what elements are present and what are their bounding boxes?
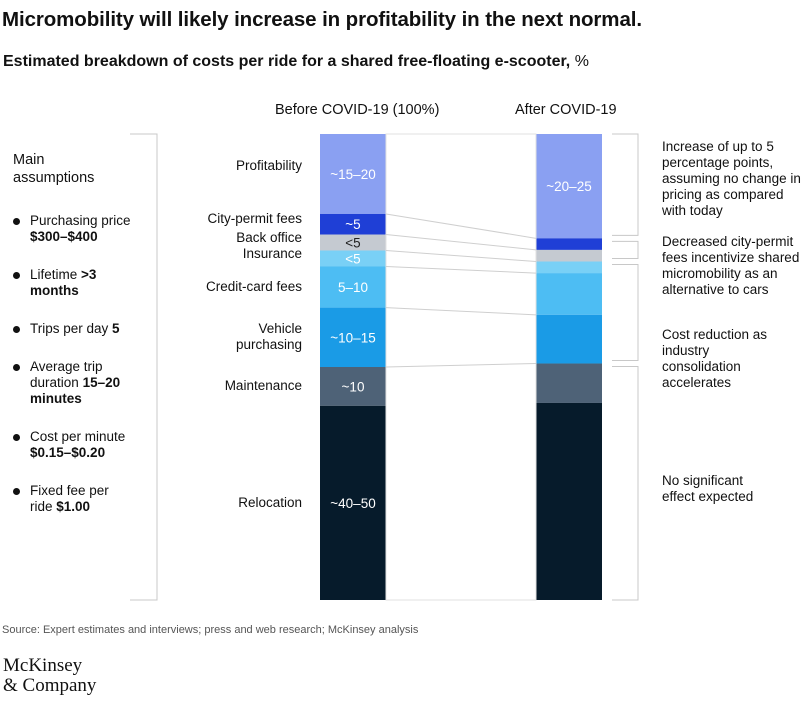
connector-line (385, 213, 537, 239)
data-label-profitability-before: ~15–20 (330, 167, 375, 182)
annotation-text: No significant effect expected (662, 473, 754, 504)
bar-segment-city-permit-fees-after (536, 238, 602, 250)
assumption-item: Lifetime >3 months (13, 267, 110, 299)
logo-line-2: & Company (3, 675, 97, 696)
series-label-relocation: Relocation (238, 494, 302, 510)
bar-segment-relocation-after (536, 402, 602, 600)
assumption-value: $1.00 (56, 499, 91, 514)
bullet-icon (13, 488, 20, 495)
chart-subtitle: Estimated breakdown of costs per ride fo… (3, 53, 589, 71)
connector-line (385, 307, 537, 316)
series-label-insurance: Insurance (242, 246, 302, 261)
assumption-label: Purchasing price (30, 213, 131, 228)
assumption-label: Average trip duration (30, 359, 103, 390)
data-label-vehicle-purchasing-before: ~10–15 (330, 330, 375, 345)
series-label-profitability: Profitability (235, 158, 302, 173)
bar-segment-vehicle-purchasing-before (320, 307, 386, 367)
data-label-back-office-before: <5 (345, 236, 360, 251)
mckinsey-logo: McKinsey & Company (3, 656, 96, 696)
assumption-item: Cost per minute $0.15–$0.20 (13, 429, 148, 461)
bar-segment-relocation-before (320, 405, 386, 600)
assumption-value: $0.15–$0.20 (30, 445, 106, 460)
annotation-text: Decreased city-permit fees incentivize s… (662, 234, 800, 297)
assumptions-title: Main assumptions (13, 152, 95, 186)
column-header-after: After COVID-19 (515, 102, 617, 118)
assumption-label: Lifetime (30, 267, 78, 282)
series-label-credit-card-fees: Credit-card fees (205, 279, 302, 295)
connector-line (385, 250, 537, 263)
bar-segment-credit-card-fees-before (320, 266, 386, 308)
annotation-text: Increase of up to 5 percentage points, a… (662, 139, 801, 218)
series-label-vehicle-purchasing: Vehicle purchasing (235, 321, 302, 353)
connector-line (385, 363, 537, 368)
bullet-icon (13, 434, 20, 441)
bar-segment-back-office-after (536, 249, 602, 262)
assumption-label: Cost per minute (30, 429, 126, 444)
subtitle-text: Estimated breakdown of costs per ride fo… (3, 53, 571, 70)
data-label-profitability-after: ~20–25 (546, 179, 591, 194)
bar-segment-vehicle-purchasing-after (536, 314, 602, 364)
source-note: Source: Expert estimates and interviews;… (2, 624, 419, 636)
bar-segment-insurance-after (536, 261, 602, 274)
assumption-value: 15–20 minutes (30, 375, 121, 406)
bar-segment-maintenance-before (320, 367, 386, 406)
annotation-bracket (612, 133, 639, 236)
assumption-item: Trips per day 5 (13, 321, 148, 337)
annotation-text: Cost reduction as industry consolidation… (662, 327, 768, 390)
assumption-item: Fixed fee per ride $1.00 (13, 483, 125, 515)
bar-segment-credit-card-fees-after (536, 273, 602, 315)
bar-segment-maintenance-after (536, 363, 602, 403)
bar-segment-profitability-after (536, 134, 602, 239)
data-label-credit-card-fees-before: 5–10 (338, 280, 368, 295)
series-label-back-office: Back office (236, 230, 302, 245)
logo-line-1: McKinsey (3, 655, 83, 676)
bar-segment-back-office-before (320, 234, 386, 251)
bar-segment-profitability-before (320, 134, 386, 214)
assumptions-bracket (130, 133, 158, 601)
bullet-icon (13, 218, 20, 225)
connector-line (385, 265, 537, 274)
assumption-label: Fixed fee per ride (30, 483, 109, 514)
series-label-city-permit-fees: City-permit fees (207, 211, 302, 226)
bullet-icon (13, 364, 20, 371)
annotation-bracket (612, 366, 639, 601)
subtitle-unit: % (574, 53, 589, 70)
bullet-icon (13, 326, 20, 333)
column-header-before: Before COVID-19 (100%) (275, 102, 440, 118)
assumption-value: 5 (112, 321, 120, 336)
connector-line (385, 234, 537, 251)
data-label-relocation-before: ~40–50 (330, 496, 375, 511)
bullet-icon (13, 272, 20, 279)
assumption-value: >3 months (30, 267, 97, 298)
annotation-bracket (612, 264, 639, 362)
bar-segment-city-permit-fees-before (320, 213, 386, 235)
comparison-frame (385, 133, 537, 601)
assumption-value: $300–$400 (30, 229, 98, 244)
assumptions-panel: Main assumptions Purchasing price $300–$… (13, 151, 153, 515)
data-label-insurance-before: <5 (345, 251, 360, 266)
assumption-item: Purchasing price $300–$400 (13, 213, 148, 245)
data-label-maintenance-before: ~10 (342, 379, 365, 394)
bar-segment-insurance-before (320, 250, 386, 267)
series-label-maintenance: Maintenance (224, 378, 302, 394)
data-label-city-permit-fees-before: ~5 (345, 217, 360, 232)
assumption-label: Trips per day (30, 321, 109, 336)
annotation-bracket (612, 240, 639, 260)
assumption-item: Average trip duration 15–20 minutes (13, 359, 135, 407)
chart-title: Micromobility will likely increase in pr… (2, 8, 642, 31)
